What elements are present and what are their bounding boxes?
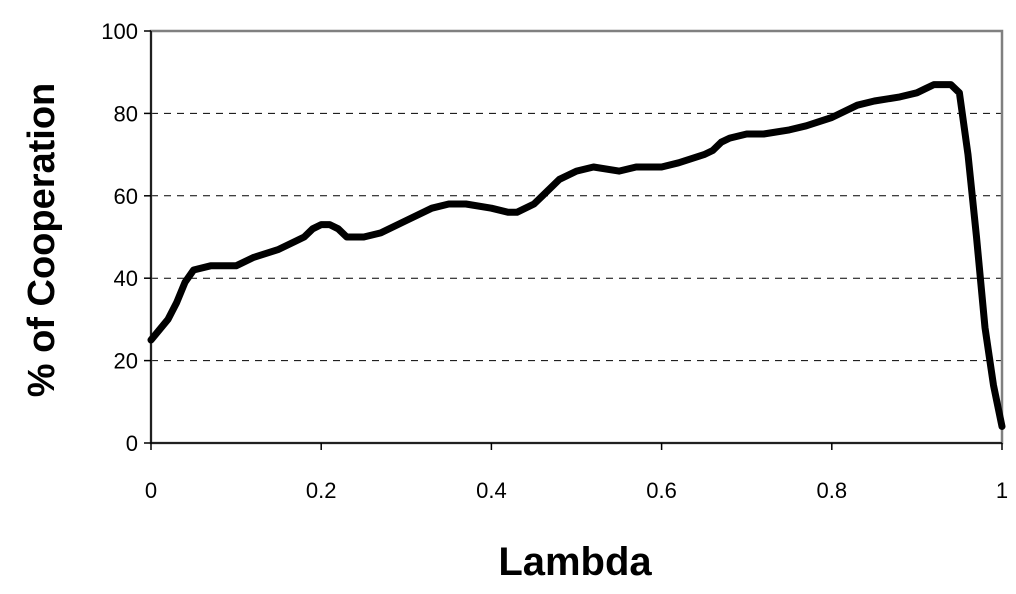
- x-tick-label: 0: [145, 478, 157, 503]
- y-tick-label: 100: [101, 19, 138, 44]
- axis-ticks: 0 20 40 60 80 100 0 0.2 0.4 0.6 0.8 1: [101, 19, 1008, 503]
- y-tick-label: 20: [114, 349, 138, 374]
- x-tick-label: 0.2: [306, 478, 337, 503]
- y-tick-label: 80: [114, 101, 138, 126]
- x-tick-label: 0.8: [817, 478, 848, 503]
- series-line: [147, 81, 1006, 430]
- series-layer: [147, 81, 1006, 430]
- y-tick-label: 60: [114, 184, 138, 209]
- y-tick-label: 40: [114, 266, 138, 291]
- y-tick-label: 0: [126, 431, 138, 456]
- x-axis-title: Lambda: [498, 540, 652, 584]
- x-tick-label: 1: [996, 478, 1008, 503]
- y-axis-title: % of Cooperation: [21, 83, 63, 398]
- x-tick-label: 0.4: [476, 478, 507, 503]
- x-tick-label: 0.6: [646, 478, 677, 503]
- plot-area-frame: [149, 29, 1004, 445]
- gridlines: [151, 112, 1002, 362]
